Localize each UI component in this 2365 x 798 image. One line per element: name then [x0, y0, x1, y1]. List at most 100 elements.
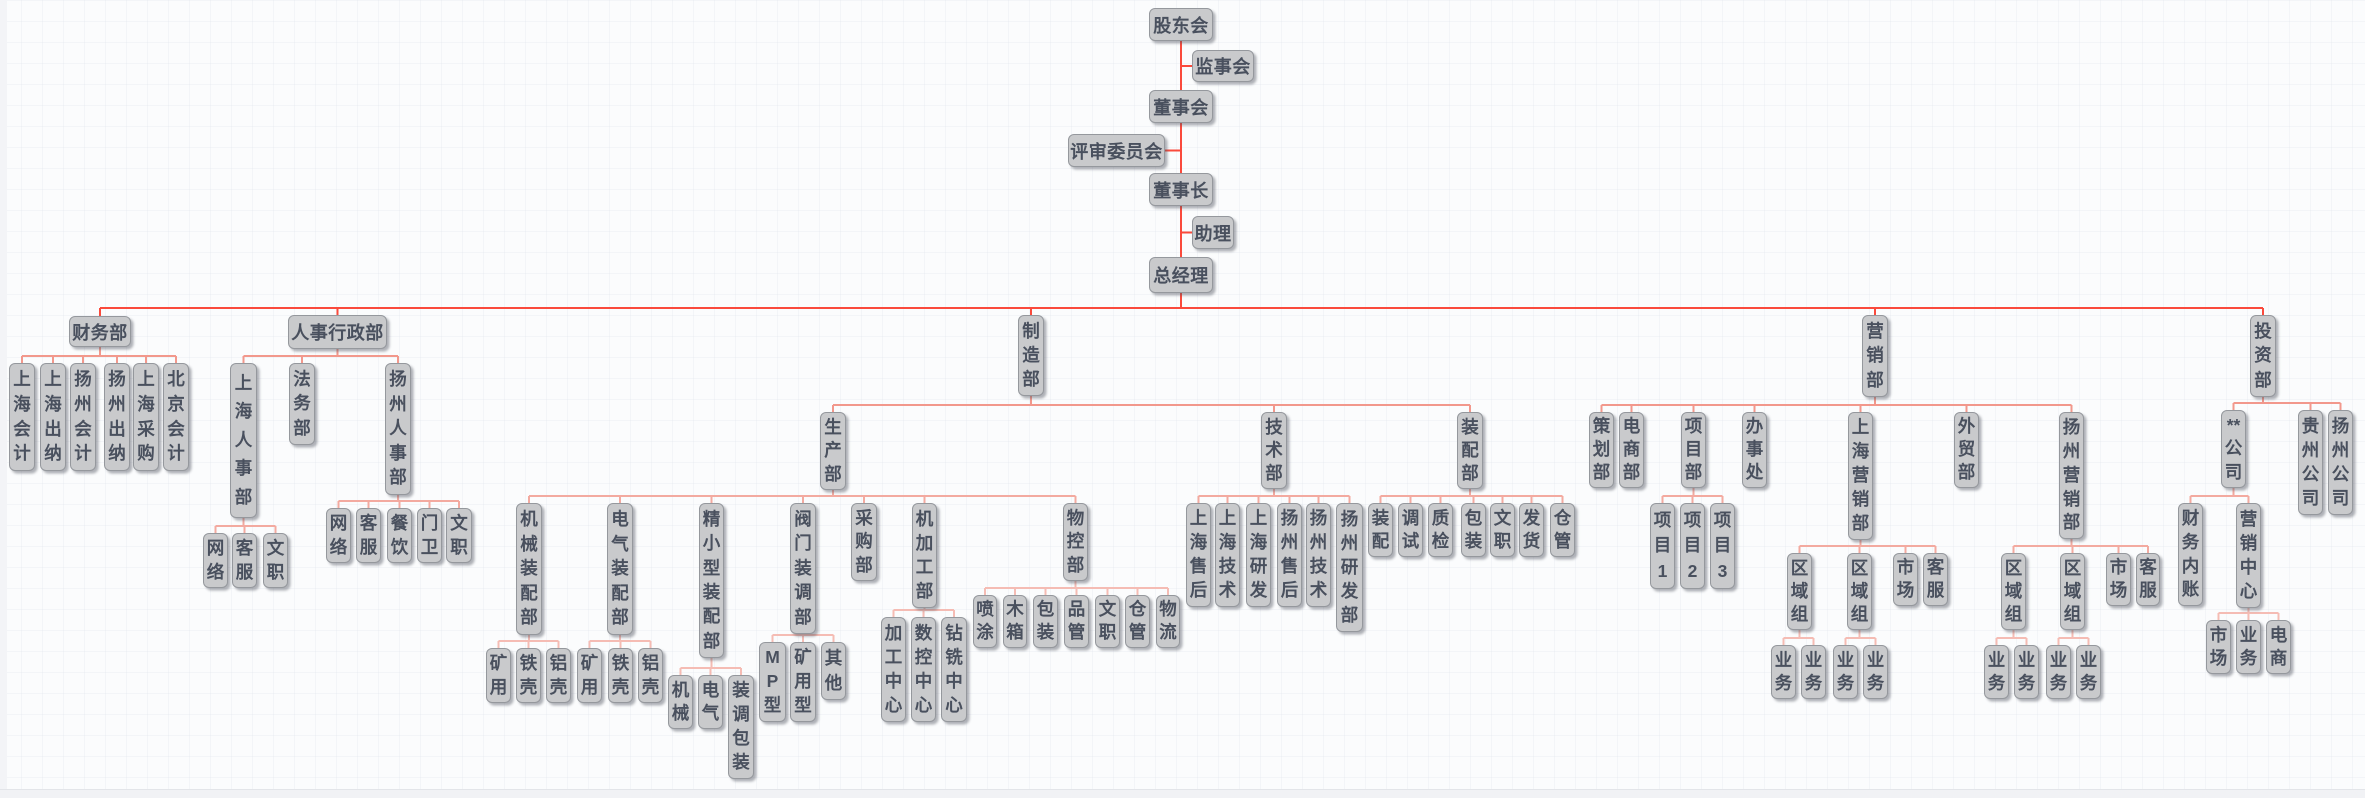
org-node-mfg[interactable]: 制造部	[1018, 315, 1044, 396]
org-node-tech-5[interactable]: 扬州技术	[1306, 503, 1331, 607]
org-node-mkt-yz-r1-b[interactable]: 业务	[2014, 645, 2039, 699]
org-node-fin-sh-cashier[interactable]: 上海出纳	[40, 363, 66, 471]
org-node-mkt-sh-r2-a[interactable]: 业务	[1833, 645, 1858, 699]
org-node-valve-2[interactable]: 矿用型	[790, 642, 816, 722]
org-node-mkt-sh-market[interactable]: 市场	[1893, 553, 1918, 606]
org-node-tech-3[interactable]: 上海研发	[1246, 503, 1271, 607]
org-node-mkt-yz-market[interactable]: 市场	[2106, 553, 2131, 606]
org-node-elec-asm-2[interactable]: 铁壳	[608, 648, 633, 703]
org-node-mech-asm-2[interactable]: 铁壳	[516, 648, 541, 703]
org-node-valve-3[interactable]: 其他	[821, 642, 846, 700]
org-node-hr-yz-guard[interactable]: 门卫	[417, 508, 442, 563]
org-node-matctl[interactable]: 物控部	[1063, 503, 1088, 581]
org-node-fin-yz-cashier[interactable]: 扬州出纳	[104, 363, 130, 471]
org-node-elec-asm-3[interactable]: 铝壳	[638, 648, 663, 703]
org-node-matctl-2[interactable]: 木箱	[1003, 595, 1027, 648]
org-node-hr-sh-office[interactable]: 文职	[263, 533, 288, 588]
org-node-tech-6[interactable]: 扬州研发部	[1336, 503, 1363, 632]
org-node-trade[interactable]: 外贸部	[1954, 412, 1979, 488]
org-node-ecom[interactable]: 电商部	[1619, 412, 1644, 488]
org-node-investment[interactable]: 投资部	[2250, 315, 2276, 397]
org-node-elec-asm-1[interactable]: 矿用	[577, 648, 602, 703]
org-node-mkt-yz-cs[interactable]: 客服	[2136, 553, 2160, 606]
org-node-office[interactable]: 办事处	[1742, 412, 1767, 488]
org-node-small-asm-1[interactable]: 机械	[668, 675, 693, 729]
org-node-star-mkt-3[interactable]: 电商	[2266, 620, 2291, 674]
org-node-purch[interactable]: 采购部	[851, 503, 877, 581]
org-node-mech-asm-3[interactable]: 铝壳	[546, 648, 571, 703]
org-node-plan[interactable]: 策划部	[1589, 412, 1614, 488]
org-node-finance[interactable]: 财务部	[69, 316, 131, 347]
org-node-tech[interactable]: 技术部	[1261, 412, 1287, 489]
org-node-matctl-4[interactable]: 品管	[1064, 595, 1089, 648]
org-node-star-mkt-1[interactable]: 市场	[2206, 620, 2231, 674]
org-node-co-star[interactable]: ** 公司	[2221, 410, 2246, 488]
org-node-asm-6[interactable]: 发货	[1519, 503, 1544, 557]
org-node-mkt-sh-r2[interactable]: 区域组	[1847, 553, 1872, 630]
org-node-hr-yz-office[interactable]: 文职	[446, 508, 472, 563]
org-node-star-mkt-2[interactable]: 业务	[2236, 620, 2261, 674]
org-node-prod[interactable]: 生产部	[820, 412, 846, 490]
org-node-matctl-1[interactable]: 喷涂	[973, 595, 997, 648]
org-node-hr-yz-cs[interactable]: 客服	[356, 508, 381, 563]
org-node-mkt-sh-r1-a[interactable]: 业务	[1771, 645, 1796, 699]
org-node-hr-yz-canteen[interactable]: 餐饮	[387, 508, 412, 563]
org-node-marketing[interactable]: 营销部	[1862, 315, 1888, 397]
org-node-mkt-yz-r2-a[interactable]: 业务	[2046, 645, 2071, 699]
org-node-mkt-yz-r1[interactable]: 区域组	[2001, 553, 2026, 630]
org-node-fin-sh-purch[interactable]: 上海采购	[133, 363, 159, 471]
org-node-mkt-sh[interactable]: 上海营销部	[1848, 412, 1873, 540]
org-node-review-committee[interactable]: 评审委员会	[1068, 134, 1165, 167]
org-node-fin-sh-acct[interactable]: 上海会计	[9, 363, 35, 471]
org-node-chairman[interactable]: 董事长	[1149, 173, 1213, 206]
org-node-supervisory[interactable]: 监事会	[1192, 50, 1254, 82]
org-node-proj-1[interactable]: 项目 1	[1650, 503, 1675, 589]
org-node-hr-sh-net[interactable]: 网络	[203, 533, 228, 588]
org-node-assembly[interactable]: 装配部	[1457, 412, 1483, 489]
org-node-matctl-6[interactable]: 仓管	[1125, 595, 1150, 648]
org-node-hr-sh-cs[interactable]: 客服	[232, 533, 257, 588]
org-node-mech-asm[interactable]: 机械装配部	[516, 503, 542, 635]
org-node-tech-4[interactable]: 扬州售后	[1277, 503, 1302, 607]
org-node-machining[interactable]: 机加工部	[912, 503, 937, 608]
org-node-proj-2[interactable]: 项目 2	[1680, 503, 1705, 589]
org-node-asm-7[interactable]: 仓管	[1550, 503, 1575, 557]
org-node-asm-2[interactable]: 调试	[1398, 503, 1423, 557]
org-node-hr-admin[interactable]: 人事行政部	[288, 315, 387, 349]
org-node-asm-1[interactable]: 装配	[1368, 503, 1393, 557]
org-node-tech-2[interactable]: 上海技术	[1215, 503, 1240, 607]
org-node-gm[interactable]: 总经理	[1149, 257, 1213, 293]
org-node-shareholders[interactable]: 股东会	[1149, 8, 1213, 41]
org-node-co-yangzhou[interactable]: 扬州公司	[2328, 410, 2353, 515]
org-node-proj-3[interactable]: 项目 3	[1710, 503, 1735, 589]
org-node-star-mkt[interactable]: 营销中心	[2236, 503, 2261, 608]
org-node-tech-1[interactable]: 上海售后	[1186, 503, 1211, 607]
org-node-small-asm-3[interactable]: 装调包装	[728, 675, 754, 779]
org-node-hr-sh[interactable]: 上海人事部	[230, 363, 257, 518]
org-node-fin-yz-acct[interactable]: 扬州会计	[70, 363, 96, 471]
org-node-star-fin[interactable]: 财务内账	[2178, 503, 2203, 606]
org-node-mech-asm-1[interactable]: 矿用	[486, 648, 511, 703]
org-node-mkt-sh-r1-b[interactable]: 业务	[1801, 645, 1826, 699]
org-node-mach-1[interactable]: 加工中心	[881, 617, 906, 722]
org-node-small-asm-2[interactable]: 电气	[698, 675, 723, 729]
org-node-co-guizhou[interactable]: 贵州公司	[2298, 410, 2323, 515]
org-node-mach-3[interactable]: 钻铣中心	[941, 617, 967, 722]
org-node-mkt-sh-r2-b[interactable]: 业务	[1863, 645, 1888, 699]
org-node-board[interactable]: 董事会	[1149, 90, 1213, 123]
org-node-matctl-7[interactable]: 物流	[1156, 595, 1180, 648]
org-node-mkt-yz[interactable]: 扬州营销部	[2059, 412, 2084, 539]
org-node-hr-yz-net[interactable]: 网络	[326, 508, 351, 563]
org-node-elec-asm[interactable]: 电气装配部	[607, 503, 633, 635]
org-node-mkt-sh-cs[interactable]: 客服	[1923, 553, 1948, 606]
org-node-valve[interactable]: 阀门装调部	[790, 503, 816, 634]
org-node-mkt-yz-r1-a[interactable]: 业务	[1984, 645, 2009, 699]
org-node-small-asm[interactable]: 精小型装配部	[699, 503, 724, 658]
org-node-matctl-3[interactable]: 包装	[1033, 595, 1058, 648]
org-node-mkt-yz-r2-b[interactable]: 业务	[2076, 645, 2101, 699]
org-node-assistant[interactable]: 助理	[1192, 216, 1234, 249]
org-node-asm-5[interactable]: 文职	[1490, 503, 1515, 557]
org-node-mkt-yz-r2[interactable]: 区域组	[2060, 553, 2085, 630]
org-node-matctl-5[interactable]: 文职	[1095, 595, 1120, 648]
